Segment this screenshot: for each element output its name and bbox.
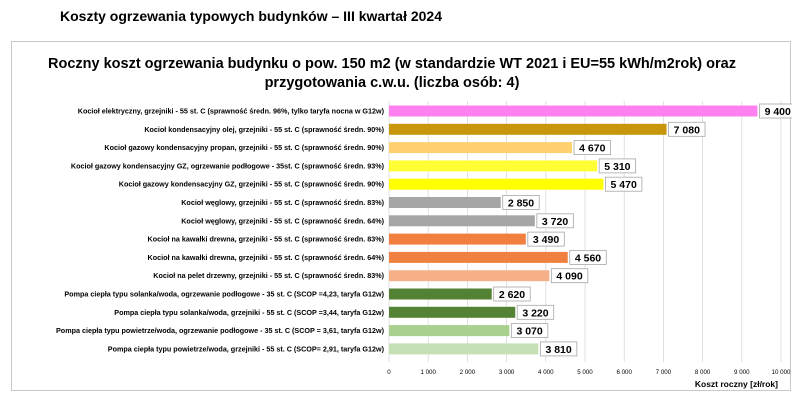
bar [389,160,598,172]
chart-title: Roczny koszt ogrzewania budynku o pow. 1… [48,56,736,91]
bar [389,325,510,337]
value-label: 3 490 [533,234,559,246]
value-labels: 9 400 7 080 4 670 5 310 5 470 2 850 3 720 3 490… [493,103,792,357]
chart-title-line-2: przygotowania c.w.u. (liczba osób: 4) [265,75,520,91]
category-label: Pompa ciepła typu solanka/woda, ogrzewan… [64,290,384,299]
value-label: 2 620 [499,289,525,301]
bar [389,123,667,135]
bar [389,270,550,282]
x-tick-label: 1 000 [420,369,436,376]
bar-chart: Roczny koszt ogrzewania budynku o pow. 1… [48,56,792,389]
x-tick-label: 4 000 [538,369,554,376]
value-label: 2 850 [508,198,534,210]
bar [389,343,539,355]
category-label: Kocioł węglowy, grzejniki - 55 st. C (sp… [181,198,384,207]
value-label-box [550,268,589,284]
category-label: Kocioł na kawałki drewna, grzejniki - 55… [148,253,385,262]
category-label: Kocioł gazowy kondensacyjny GZ, grzejnik… [119,180,385,189]
category-label: Pompa ciepła typu solanka/woda, grzejnik… [114,308,384,317]
x-tick-label: 7 000 [656,369,672,376]
category-label: Kocioł gazowy kondensacyjny propan, grze… [104,143,384,152]
chart-title-line-1: Roczny koszt ogrzewania budynku o pow. 1… [48,56,736,72]
chart-area: Roczny koszt ogrzewania budynku o pow. 1… [11,41,792,391]
value-label-box [527,231,565,247]
category-label: Kocioł gazowy kondensacyjny GZ, ogrzewan… [71,161,385,170]
bar [389,215,535,227]
x-tick-label: 9 000 [734,369,750,376]
value-label-box [536,213,574,229]
category-label: Kocioł kondensacyjny olej, grzejniki - 5… [144,125,384,134]
value-label-box [516,304,555,320]
x-axis-title: Koszt roczny [zł/rok] [695,379,778,389]
category-label: Kocioł na pelet drzewny, grzejniki - 55 … [153,271,384,280]
bars [389,105,758,355]
category-label: Kocioł elektryczny, grzejniki - 55 st. C… [78,107,385,116]
value-label-box [510,323,549,339]
value-label-box [493,286,531,302]
value-label-box [502,195,540,210]
bar [389,197,501,208]
value-label: 3 720 [542,216,568,228]
value-label-box [668,121,706,137]
x-axis-ticks: 0 1 000 2 000 3 000 4 000 5 000 6 000 7 000 8 00… [387,369,791,376]
value-label: 3 220 [522,307,548,319]
value-label-box [605,176,643,192]
bar [389,288,492,300]
x-tick-label: 6 000 [616,369,632,376]
x-tick-label: 8 000 [695,369,711,376]
value-label-box [569,249,607,265]
value-label: 7 080 [674,124,700,136]
value-label: 4 560 [575,252,601,264]
x-tick-label: 10 000 [772,369,791,376]
x-tick-label: 2 000 [460,369,476,376]
category-label: Pompa ciepła typu powietrze/woda, ogrzew… [56,326,385,335]
value-label-box [573,140,611,155]
value-label-box [539,341,578,357]
bar [389,142,573,154]
bar [389,251,568,263]
value-label-box [759,103,792,119]
grid-lines [388,101,782,362]
value-label: 3 070 [516,326,542,338]
bar [389,233,526,245]
x-tick-label: 5 000 [577,369,593,376]
value-label: 4 670 [579,143,605,155]
category-label: Kocioł na kawałki drewna, grzejniki - 55… [148,235,385,244]
category-label: Kocioł węglowy, grzejniki - 55 st. C (sp… [181,216,384,225]
value-label-box [598,158,637,174]
x-tick-label: 0 [387,369,391,376]
value-label: 9 400 [765,106,791,118]
category-label: Pompa ciepła typu powietrze/woda, grzejn… [108,344,385,353]
x-tick-label: 3 000 [499,369,515,376]
value-label: 5 310 [604,161,630,173]
value-label: 3 810 [545,344,571,356]
category-labels: Kocioł elektryczny, grzejniki - 55 st. C… [56,107,385,354]
page-title: Koszty ogrzewania typowych budynków – II… [60,8,442,24]
bar [389,105,758,117]
value-label: 4 090 [556,271,582,283]
bar [389,306,516,318]
bar [389,178,604,190]
value-label: 5 470 [611,179,637,191]
